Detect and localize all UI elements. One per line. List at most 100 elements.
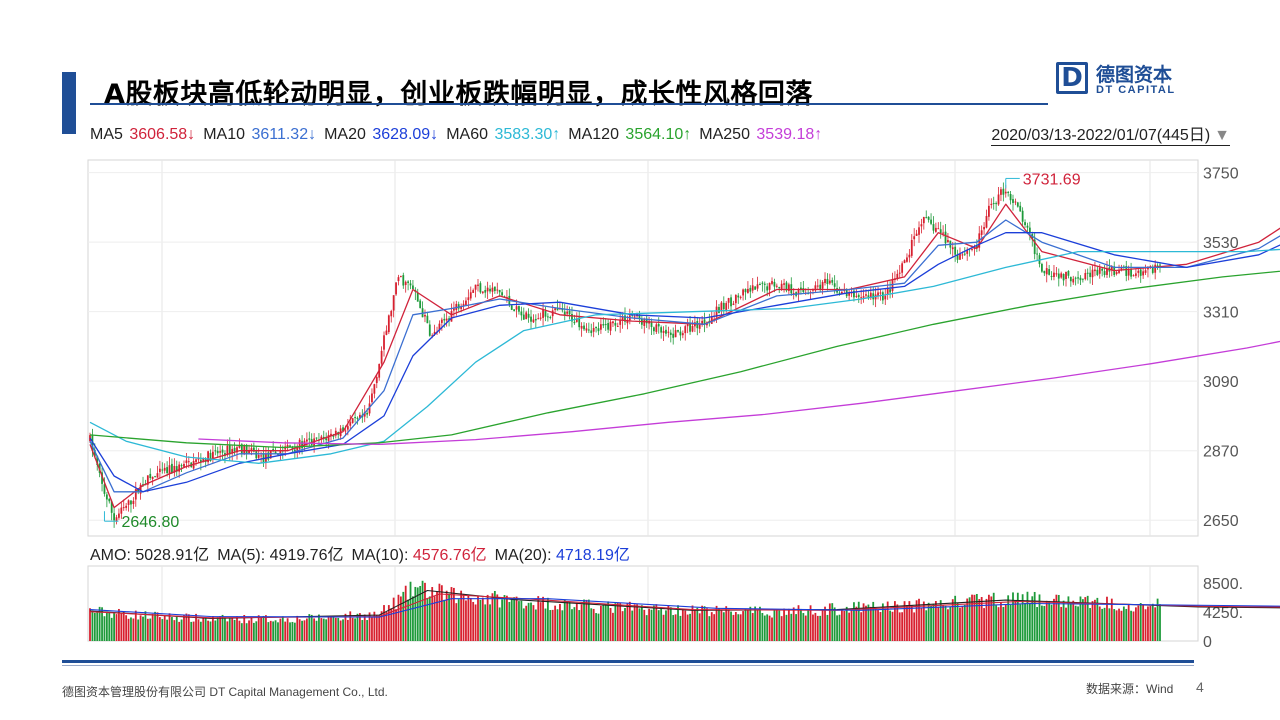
volume-bar xyxy=(563,599,566,641)
candle-body xyxy=(681,333,684,336)
candle-body xyxy=(180,465,183,467)
candle-body xyxy=(573,321,576,324)
volume-bar xyxy=(274,620,277,641)
volume-bar xyxy=(1067,596,1070,641)
date-range-text: 2020/03/13-2022/01/07(445日) xyxy=(991,127,1211,144)
volume-bar xyxy=(190,621,193,641)
candle-body xyxy=(778,287,781,289)
volume-bar xyxy=(120,613,123,641)
volume-bar xyxy=(771,617,773,641)
volume-bar xyxy=(720,610,723,641)
candle-body xyxy=(530,316,532,322)
volume-bar xyxy=(330,616,332,641)
candle-body xyxy=(527,313,530,318)
volume-bar xyxy=(1084,597,1087,641)
candle-body xyxy=(342,427,344,431)
candle-body xyxy=(898,272,901,274)
volume-bar xyxy=(578,610,581,641)
volume-bar xyxy=(612,612,614,641)
candle-body xyxy=(452,308,455,311)
candle-body xyxy=(672,333,675,338)
candle-body xyxy=(831,280,834,283)
candle-body xyxy=(1077,277,1079,279)
volume-bar xyxy=(339,620,342,641)
volume-bar xyxy=(291,621,294,641)
volume-bar xyxy=(132,618,135,641)
candle-body xyxy=(183,463,185,467)
volume-bar xyxy=(768,615,771,641)
volume-bar xyxy=(1050,604,1053,641)
price-tick-label: 3090 xyxy=(1203,374,1239,391)
dropdown-triangle-icon[interactable]: ▼ xyxy=(1214,127,1230,144)
volume-bar xyxy=(426,597,429,641)
candle-body xyxy=(734,294,737,304)
candle-body xyxy=(587,329,590,331)
volume-bar xyxy=(1060,606,1063,641)
ma-legend-value: 3539.18↑ xyxy=(756,126,823,143)
volume-bar xyxy=(713,614,716,641)
candle-body xyxy=(214,450,217,452)
candle-body xyxy=(737,295,740,298)
volume-bar xyxy=(392,597,395,641)
candle-body xyxy=(619,319,622,325)
candle-body xyxy=(392,295,395,311)
ma-legend-label: MA250 xyxy=(699,126,755,143)
volume-bar xyxy=(185,613,188,641)
candle-body xyxy=(975,246,978,248)
candle-body xyxy=(228,444,231,455)
volume-bar xyxy=(715,605,718,641)
candle-body xyxy=(534,318,537,321)
candle-body xyxy=(549,317,552,319)
volume-bar xyxy=(537,596,540,641)
volume-bar xyxy=(183,615,185,641)
candle-body xyxy=(142,484,144,486)
volume-bar xyxy=(597,613,600,641)
volume-bar xyxy=(1026,591,1029,641)
candle-body xyxy=(985,215,988,228)
volume-bar xyxy=(761,612,764,641)
volume-bar xyxy=(968,597,971,641)
candle-body xyxy=(614,322,617,326)
volume-bar xyxy=(380,611,383,641)
volume-bar xyxy=(571,609,573,641)
volume-bar xyxy=(257,615,260,641)
candle-body xyxy=(120,507,123,514)
candle-body xyxy=(956,254,959,260)
volume-bar xyxy=(366,620,369,641)
volume-bar xyxy=(1053,598,1055,641)
volume-bar xyxy=(455,603,458,641)
candle-body xyxy=(1091,269,1094,278)
volume-bar xyxy=(836,615,838,641)
candle-body xyxy=(209,452,212,461)
volume-bar xyxy=(1149,606,1152,641)
volume-bar xyxy=(657,610,660,641)
volume-bar xyxy=(696,607,699,641)
candle-body xyxy=(1120,267,1123,270)
candle-body xyxy=(1028,227,1031,233)
candle-body xyxy=(380,350,383,364)
volume-bar xyxy=(1139,603,1142,641)
volume-bar xyxy=(1031,596,1034,641)
volume-bar xyxy=(1156,598,1159,641)
volume-bar xyxy=(691,605,694,641)
candle-body xyxy=(419,300,422,309)
volume-bar xyxy=(1115,610,1118,641)
volume-bar xyxy=(1062,600,1065,641)
volume-bar xyxy=(640,605,643,641)
candle-body xyxy=(134,489,137,500)
volume-bar xyxy=(156,612,159,641)
volume-bar xyxy=(479,599,482,641)
volume-bar xyxy=(645,615,648,641)
candle-body xyxy=(727,298,730,303)
volume-bar xyxy=(142,616,144,641)
ma-legend-value: 3611.32↓ xyxy=(251,126,317,143)
ma-legend-value: 3564.10↑ xyxy=(625,126,692,143)
volume-bar xyxy=(1036,607,1038,641)
volume-bar xyxy=(703,606,706,641)
volume-bar xyxy=(510,598,513,641)
candle-body xyxy=(332,434,335,437)
price-tick-label: 2870 xyxy=(1203,444,1239,461)
date-range-selector[interactable]: 2020/03/13-2022/01/07(445日) ▼ xyxy=(991,126,1230,146)
candle-body xyxy=(125,505,128,508)
volume-bar xyxy=(322,618,325,641)
